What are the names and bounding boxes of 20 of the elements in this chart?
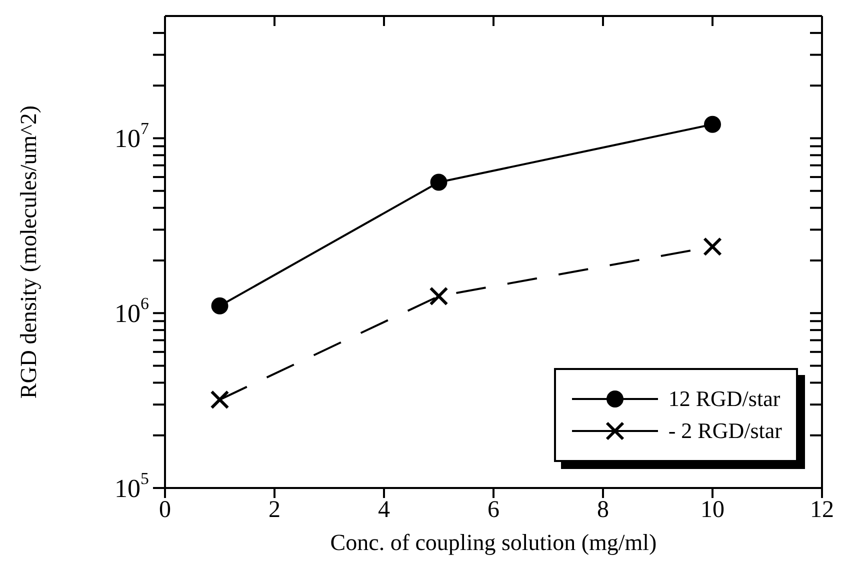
x-tick-label: 8 [597, 497, 609, 524]
point [210, 390, 230, 410]
point [429, 286, 448, 306]
x-tick-label: 2 [268, 497, 280, 524]
point [430, 174, 448, 191]
point [704, 116, 721, 133]
x-tick-label: 10 [700, 497, 724, 524]
legend-label: - 2 RGD/star [668, 418, 782, 444]
x-axis-title: Conc. of coupling solution (mg/ml) [330, 530, 657, 555]
y-tick-label: 10$^{5}$ [114, 469, 149, 502]
x-tick-label: 4 [378, 497, 390, 524]
y-tick-label: 10$^{6}$ [114, 294, 149, 328]
x-tick-label: 12 [810, 497, 834, 524]
y-axis-title: RGD density (molecules/um^2) [16, 105, 42, 399]
point [211, 297, 228, 314]
legend-label: 12 RGD/star [668, 386, 780, 412]
x-tick-label: 0 [159, 497, 171, 524]
point [703, 237, 722, 256]
x-tick-label: 6 [488, 497, 500, 524]
y-tick-label: 10$^{7}$ [114, 119, 149, 153]
